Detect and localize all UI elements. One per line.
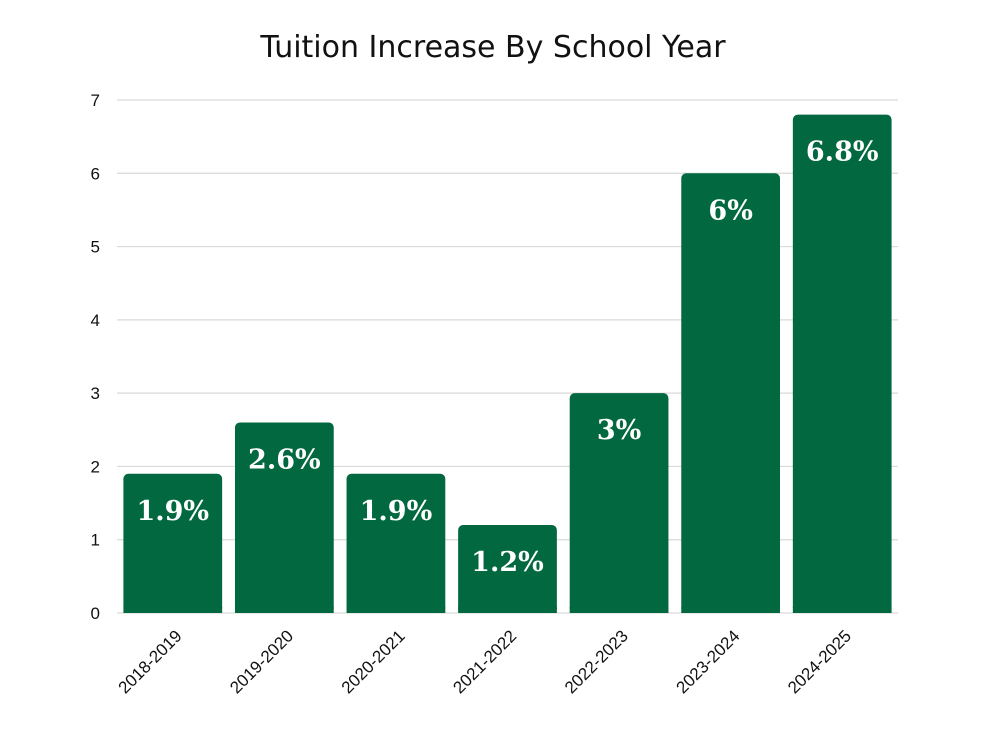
y-tick-label: 4 xyxy=(91,311,100,330)
data-label: 3% xyxy=(597,415,641,446)
x-tick-label: 2020-2021 xyxy=(338,626,409,697)
data-label: 6% xyxy=(708,195,752,226)
x-tick-label: 2019-2020 xyxy=(226,626,297,697)
bar xyxy=(234,422,334,613)
x-axis-ticks: 2018-2019 2019-2020 2020-2021 2021-2022 2022… xyxy=(115,626,855,697)
bar-base xyxy=(681,607,781,613)
bar xyxy=(569,393,669,613)
x-tick-label: 2023-2024 xyxy=(673,626,744,697)
y-tick-label: 6 xyxy=(91,164,100,183)
data-label: 2.6% xyxy=(248,444,321,475)
data-label: 1.9% xyxy=(136,496,209,527)
bar xyxy=(681,173,781,614)
y-tick-label: 3 xyxy=(91,384,100,403)
y-tick-label: 7 xyxy=(91,91,100,110)
x-tick-label: 2021-2022 xyxy=(449,626,520,697)
bar-base xyxy=(123,607,223,613)
bar-base xyxy=(346,607,446,613)
x-tick-label: 2024-2025 xyxy=(784,626,855,697)
bar xyxy=(458,525,557,613)
bar xyxy=(123,473,223,613)
bar-base xyxy=(569,607,669,613)
y-axis-ticks: 0 1 2 3 4 5 6 7 xyxy=(91,91,100,623)
chart-title: Tuition Increase By School Year xyxy=(259,30,726,65)
data-label: 1.2% xyxy=(471,547,544,578)
data-label: 1.9% xyxy=(360,496,433,527)
bar-base xyxy=(792,607,892,613)
data-label: 6.8% xyxy=(806,137,879,168)
y-tick-label: 1 xyxy=(91,531,100,550)
bar-base xyxy=(458,607,557,613)
x-tick-label: 2022-2023 xyxy=(561,626,632,697)
bar xyxy=(346,473,446,613)
x-tick-label: 2018-2019 xyxy=(115,626,186,697)
y-tick-label: 0 xyxy=(91,604,100,623)
bars: 1.9% 2.6% 1.9% 1.2% 3% 6% 6.8% xyxy=(123,114,892,614)
bar xyxy=(792,114,892,614)
y-tick-label: 2 xyxy=(91,457,100,476)
y-tick-label: 5 xyxy=(91,238,100,257)
bar-base xyxy=(234,607,334,613)
